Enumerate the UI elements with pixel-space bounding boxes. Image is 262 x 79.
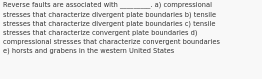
Text: Reverse faults are associated with _________. a) compressional
stresses that cha: Reverse faults are associated with _____… <box>3 2 220 54</box>
